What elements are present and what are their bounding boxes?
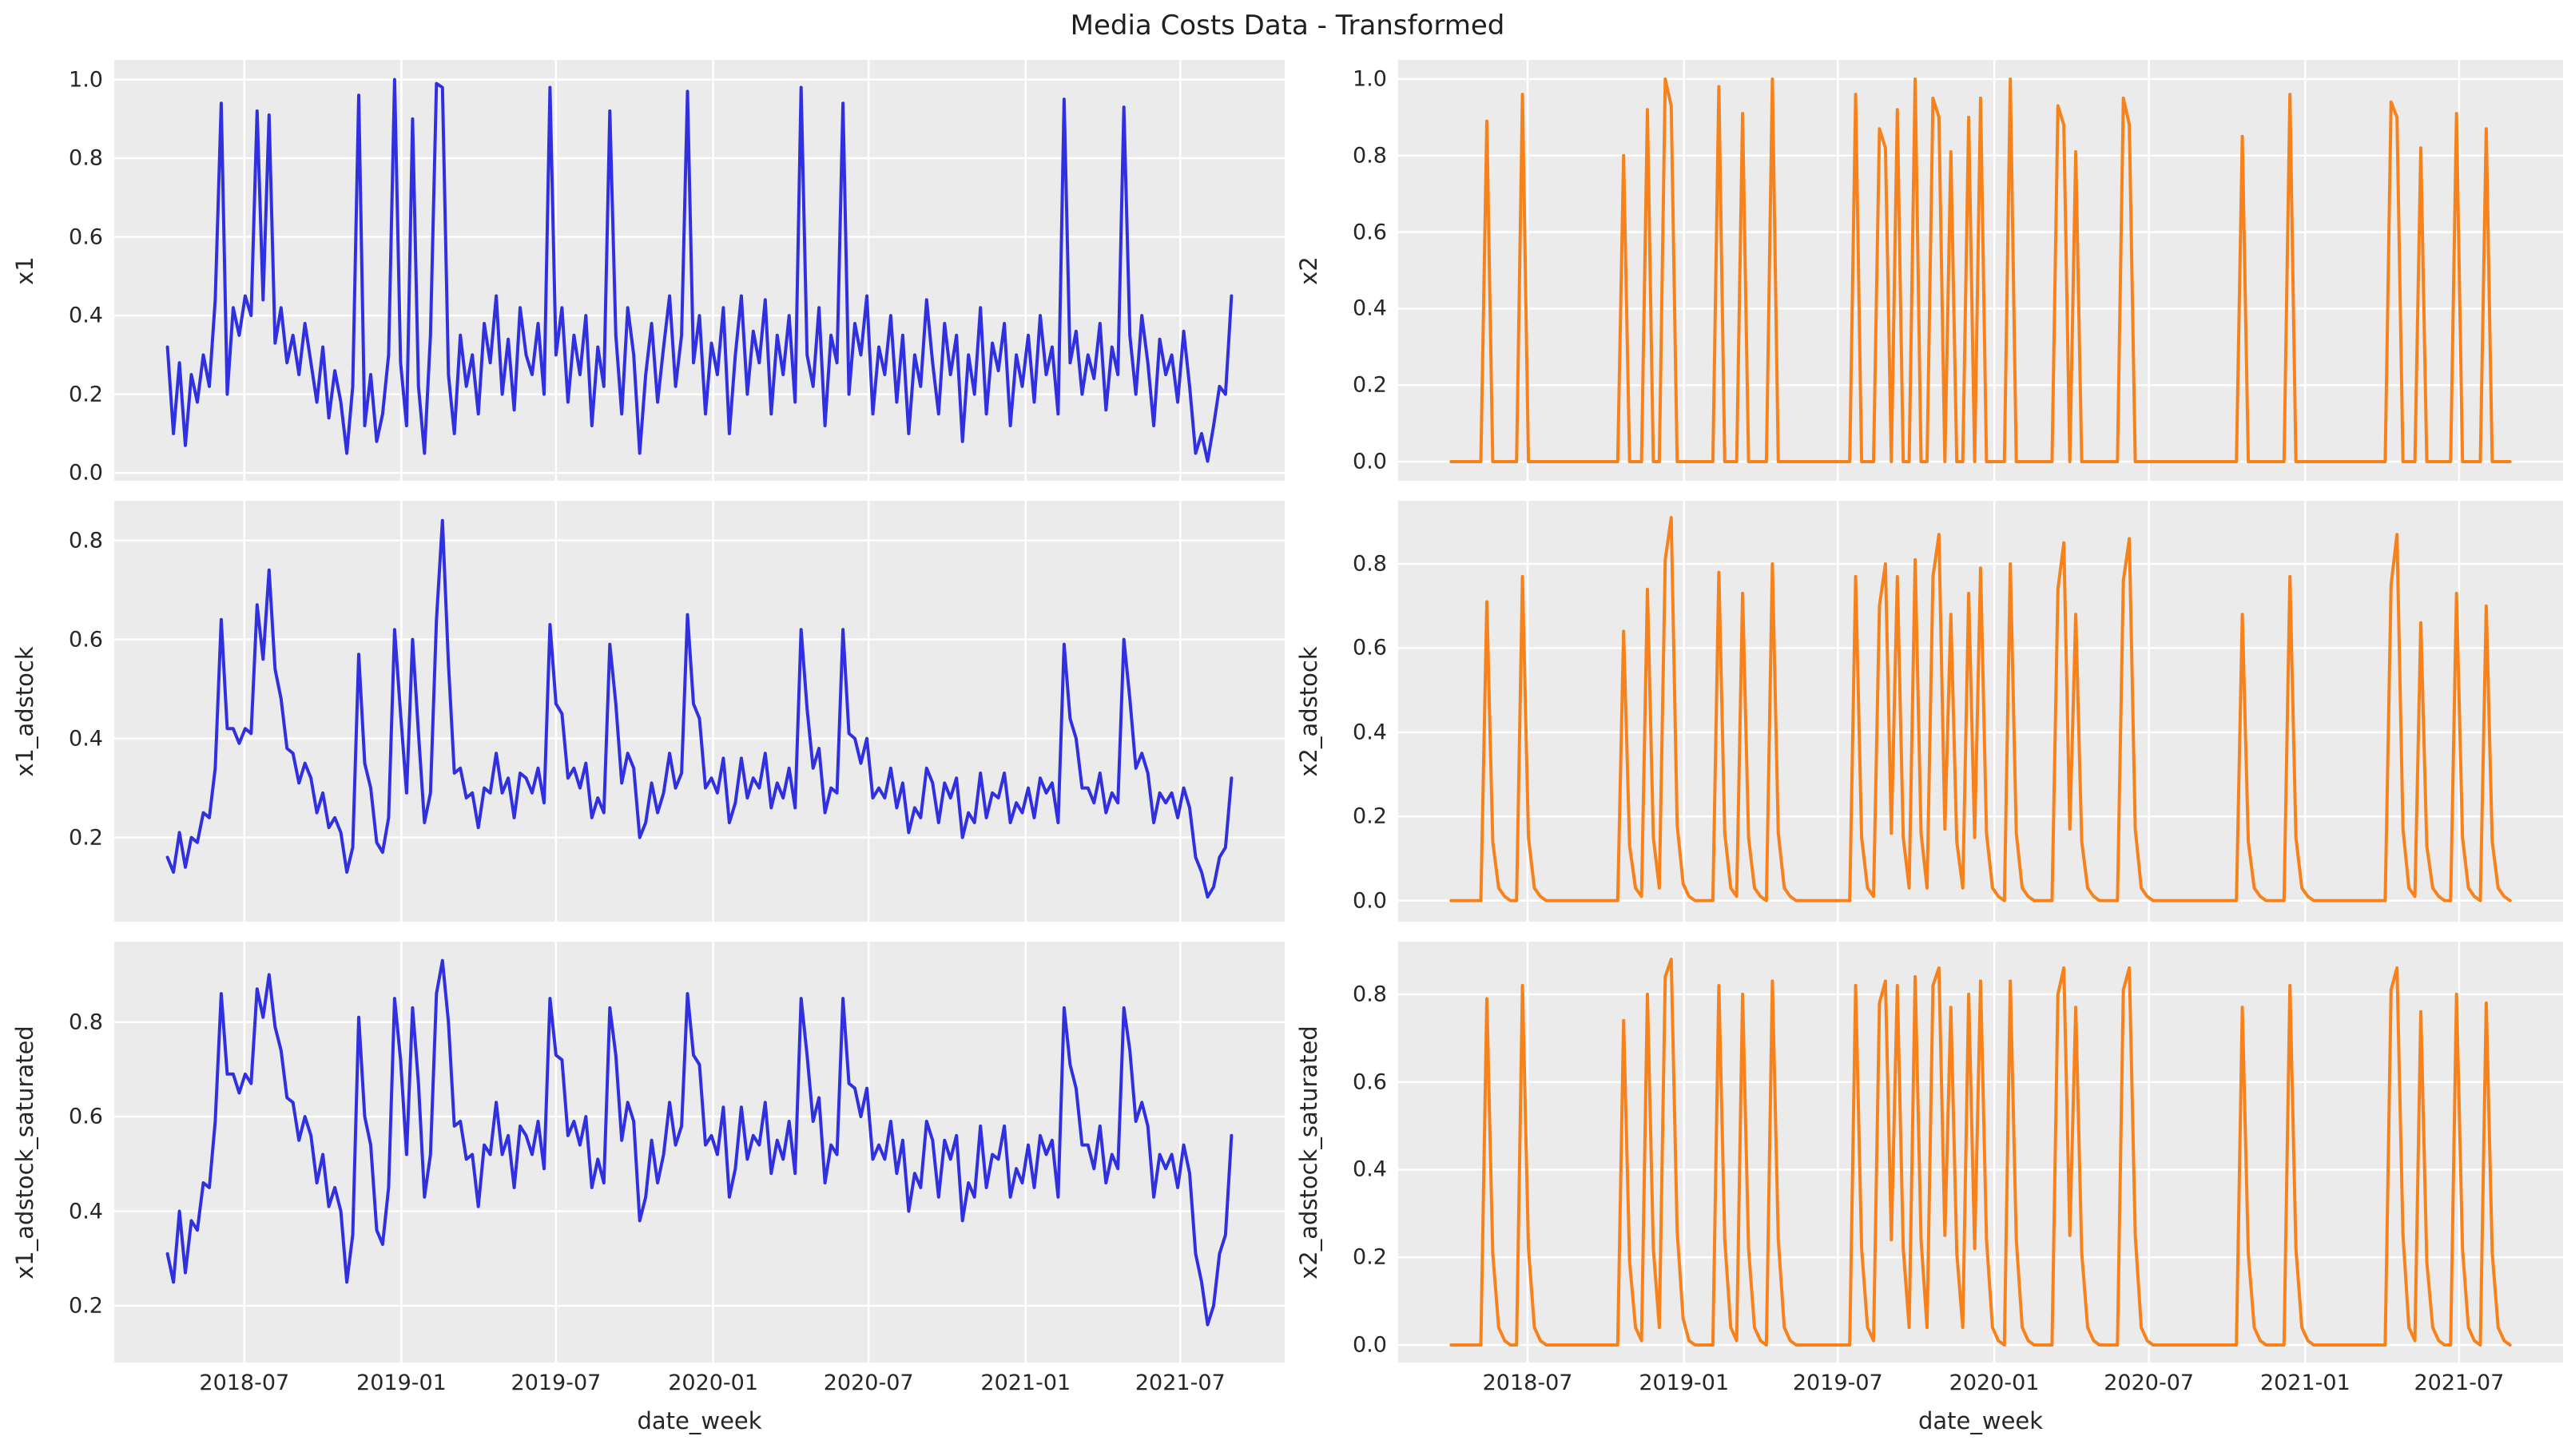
line-chart-x2: [1398, 60, 2563, 481]
x-tick-label: 2021-01: [2259, 1371, 2350, 1395]
y-axis-label-x2: x2: [1295, 256, 1322, 285]
x-tick-label: 2020-07: [2104, 1371, 2195, 1395]
y-tick-label: 0.2: [1353, 1244, 1387, 1270]
y-tick-label: 0.4: [1353, 1156, 1387, 1182]
x-tick-label: 2019-07: [1792, 1371, 1883, 1395]
y-tick-label: 0.6: [1353, 220, 1387, 245]
x-tick-label: 2020-07: [823, 1371, 914, 1395]
x-axis-label-left: date_week: [637, 1407, 762, 1434]
y-tick-label: 0.4: [69, 1199, 103, 1224]
y-tick-label: 0.8: [69, 1010, 103, 1035]
y-tick-label: 0.6: [69, 627, 103, 653]
y-tick-label: 0.8: [1353, 551, 1387, 577]
y-tick-label: 0.2: [69, 382, 103, 407]
x1_adstock_saturated-series-line: [165, 958, 1234, 1327]
y-tick-label: 0.0: [1353, 449, 1387, 474]
y-axis-label-x2-adstock-saturated: x2_adstock_saturated: [1295, 1025, 1322, 1279]
y-tick-label: 1.0: [69, 67, 103, 93]
y-tick-label: 0.4: [1353, 296, 1387, 321]
y-tick-label: 0.2: [1353, 803, 1387, 829]
y-tick-label: 0.4: [1353, 720, 1387, 745]
y-tick-label: 0.0: [1353, 888, 1387, 914]
line-chart-x1-adstock-saturated: [114, 942, 1285, 1363]
x2-series-line: [1449, 77, 2512, 463]
y-tick-label: 0.6: [1353, 635, 1387, 661]
y-tick-label: 0.6: [69, 1104, 103, 1129]
y-tick-label: 0.8: [69, 528, 103, 553]
x2_adstock_saturated-series-line: [1449, 958, 2512, 1347]
y-axis-label-x1-adstock: x1_adstock: [11, 645, 38, 777]
x-axis-label-right: date_week: [1917, 1407, 2044, 1434]
line-chart-x2-adstock: [1398, 501, 2563, 922]
x-tick-label: 2019-01: [356, 1371, 447, 1395]
x-tick-label: 2021-07: [1135, 1371, 1226, 1395]
y-axis-label-x2-adstock: x2_adstock: [1295, 645, 1322, 777]
y-axis-label-x1: x1: [11, 256, 38, 285]
x1_adstock-series-line: [165, 518, 1234, 899]
y-tick-label: 0.8: [1353, 143, 1387, 169]
y-tick-label: 0.8: [1353, 982, 1387, 1007]
x1-series-line: [165, 77, 1234, 463]
subplot-x2: x2 0.0 0.2 0.4 0.6 0.8 1.0: [1295, 60, 2563, 481]
x-tick-label: 2021-01: [980, 1371, 1071, 1395]
x-tick-label: 2019-01: [1639, 1371, 1730, 1395]
subplot-x1-adstock: x1_adstock 0.2 0.4 0.6 0.8: [11, 501, 1285, 922]
y-tick-label: 0.6: [1353, 1069, 1387, 1095]
y-tick-label: 1.0: [1353, 66, 1387, 92]
y-tick-label: 0.6: [69, 224, 103, 250]
x-tick-label: 2018-07: [1482, 1371, 1573, 1395]
line-chart-x1-adstock: [114, 501, 1285, 922]
x-tick-label: 2020-01: [668, 1371, 759, 1395]
line-chart-x1: [114, 60, 1285, 481]
x2_adstock-series-line: [1449, 516, 2512, 903]
subplot-x2-adstock: x2_adstock 0.0 0.2 0.4 0.6 0.8: [1295, 501, 2563, 922]
subplot-x1-adstock-saturated: x1_adstock_saturated date_week 0.2 0.4 0.6…: [11, 942, 1285, 1434]
y-axis-label-x1-adstock-saturated: x1_adstock_saturated: [11, 1025, 38, 1279]
x-tick-label: 2019-07: [511, 1371, 602, 1395]
subplot-x2-adstock-saturated: x2_adstock_saturated date_week 0.0 0.2 0.4…: [1295, 942, 2563, 1434]
y-tick-label: 0.2: [69, 1293, 103, 1319]
y-tick-label: 0.8: [69, 145, 103, 171]
y-tick-label: 0.0: [1353, 1332, 1387, 1358]
y-tick-label: 0.2: [1353, 372, 1387, 398]
y-tick-label: 0.4: [69, 726, 103, 752]
x-tick-label: 2021-07: [2414, 1371, 2505, 1395]
y-tick-label: 0.0: [69, 460, 103, 486]
x-tick-label: 2018-07: [199, 1371, 290, 1395]
x-tick-label: 2020-01: [1949, 1371, 2040, 1395]
line-chart-x2-adstock-saturated: [1398, 942, 2563, 1363]
y-tick-label: 0.4: [69, 303, 103, 328]
subplot-x1: x1 0.0 0.2 0.4 0.6 0.8 1.0: [11, 60, 1285, 486]
y-tick-label: 0.2: [69, 825, 103, 851]
figure-title: Media Costs Data - Transformed: [1070, 10, 1505, 42]
